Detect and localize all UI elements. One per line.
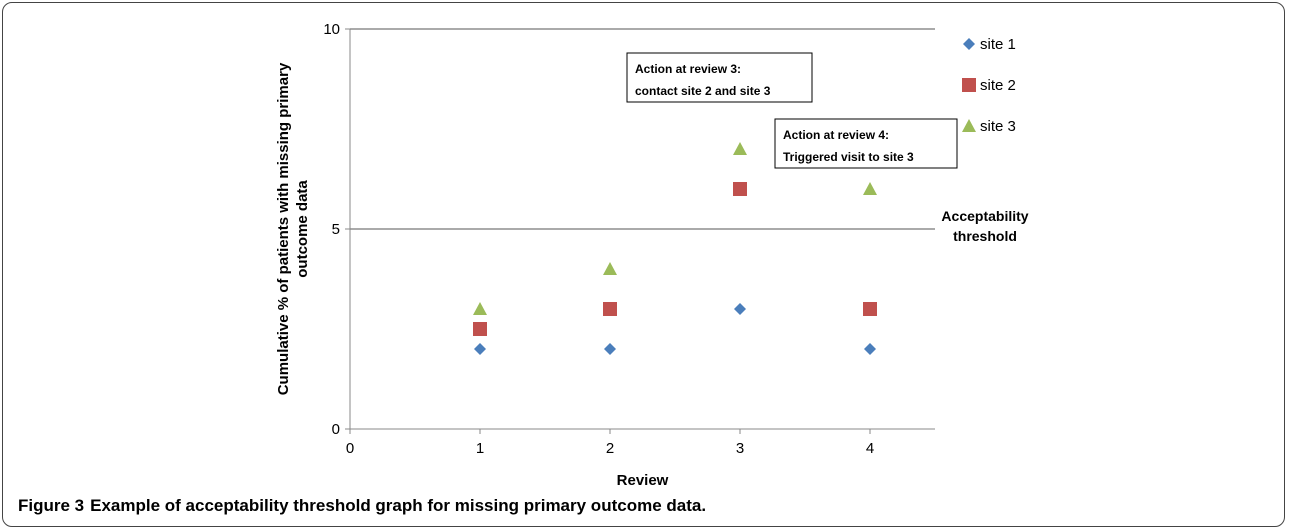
point-site-1 [864, 343, 876, 355]
x-tick-label: 3 [736, 440, 744, 457]
legend-label-1: site 1 [980, 36, 1016, 53]
point-site-3 [863, 182, 877, 195]
legend-label-3: site 3 [980, 118, 1016, 135]
legend-marker-2 [962, 78, 976, 92]
axis-ticks [345, 28, 871, 434]
point-site-3 [603, 262, 617, 275]
gridlines [350, 28, 935, 230]
annotation-review-4: Action at review 4: Triggered visit to s… [774, 118, 958, 169]
x-tick-label: 1 [476, 440, 484, 457]
point-site-2 [603, 302, 617, 316]
y-axis-title-line-1: Cumulative % of patients with missing pr… [275, 62, 292, 395]
threshold-label-line-1: Acceptability [941, 208, 1028, 224]
tick-labels: 0 5 10 0 1 2 3 4 [323, 21, 874, 457]
annotation-box [774, 118, 958, 169]
y-tick-label: 0 [332, 421, 340, 438]
caption-text: Example of acceptability threshold graph… [90, 496, 707, 515]
point-site-1 [604, 343, 616, 355]
data-points [473, 142, 877, 355]
point-site-3 [733, 142, 747, 155]
y-tick-label: 10 [323, 21, 340, 38]
point-site-2 [473, 322, 487, 336]
annotation-box [626, 52, 813, 103]
threshold-label-line-2: threshold [953, 228, 1017, 244]
annotation-line-1: Action at review 3: [635, 62, 741, 76]
point-site-2 [733, 182, 747, 196]
y-axis-title-line-2: outcome data [294, 180, 311, 278]
legend-marker-3 [962, 119, 976, 132]
y-axis-title: Cumulative % of patients with missing pr… [275, 62, 311, 395]
legend-marker-1 [963, 38, 975, 50]
scatter-chart: 0 5 10 0 1 2 3 4 Review Cumulative % of patient… [275, 21, 1029, 489]
annotation-line-1: Action at review 4: [783, 128, 889, 142]
threshold-label: Acceptability threshold [941, 208, 1028, 244]
x-tick-label: 2 [606, 440, 614, 457]
point-site-1 [734, 303, 746, 315]
caption-label: Figure 3 [18, 496, 85, 515]
point-site-1 [474, 343, 486, 355]
x-axis-title: Review [617, 472, 669, 489]
annotation-line-2: Triggered visit to site 3 [783, 150, 914, 164]
x-tick-label: 4 [866, 440, 874, 457]
annotation-review-3: Action at review 3: contact site 2 and s… [626, 52, 813, 103]
legend: site 1 site 2 site 3 [962, 36, 1016, 135]
y-tick-label: 5 [332, 221, 340, 238]
figure-caption: Figure 3 Example of acceptability thresho… [18, 496, 706, 516]
annotation-line-2: contact site 2 and site 3 [635, 84, 771, 98]
legend-label-2: site 2 [980, 77, 1016, 94]
x-tick-label: 0 [346, 440, 354, 457]
point-site-2 [863, 302, 877, 316]
point-site-3 [473, 302, 487, 315]
